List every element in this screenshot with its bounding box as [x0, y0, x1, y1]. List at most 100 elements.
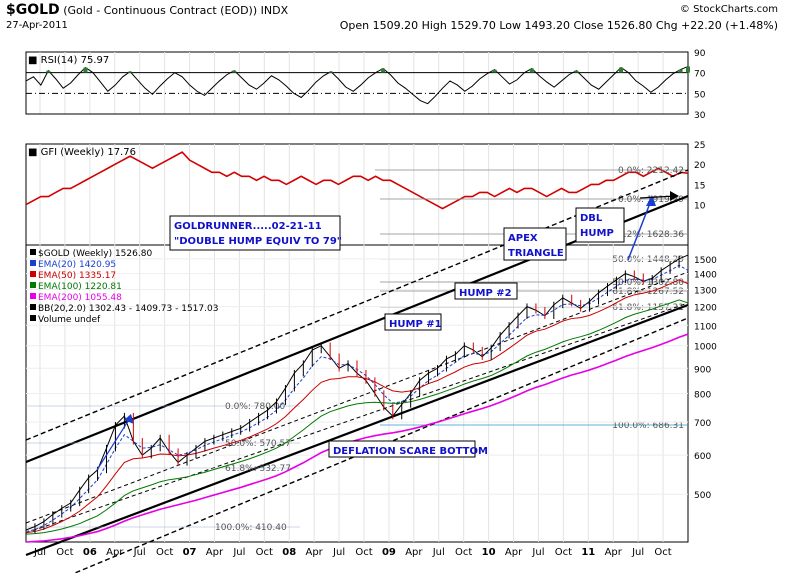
annotation-goldrunner-text: "DOUBLE HUMP EQUIV TO 79" — [174, 236, 342, 247]
x-tick-label: Apr — [605, 547, 623, 558]
legend-swatch — [30, 293, 36, 299]
rsi-overbought-fill — [83, 67, 88, 73]
x-tick-label: Oct — [56, 547, 73, 558]
arrow-dbl-hump — [627, 197, 653, 261]
instrument-name: (Gold - Continuous Contract (EOD)) — [63, 4, 258, 17]
rsi-y-tick-label: 30 — [694, 111, 706, 121]
x-tick-label: Jul — [133, 547, 146, 558]
legend-swatch — [30, 260, 36, 266]
legend-entry: $GOLD (Weekly) 1526.80 — [38, 249, 152, 259]
x-tick-label: Jul — [332, 547, 345, 558]
x-tick-label: Jul — [232, 547, 245, 558]
price-y-tick-label: 1400 — [694, 271, 717, 281]
price-y-tick-label: 1100 — [694, 322, 717, 332]
price-y-tick-label: 500 — [694, 491, 711, 501]
gfi-y-tick-label: 20 — [694, 161, 706, 171]
gfi-y-tick-label: 10 — [694, 202, 706, 212]
x-tick-label: Jul — [432, 547, 445, 558]
left-fib-label: 61.8%: 532.77 — [225, 464, 291, 474]
legend-swatch — [30, 271, 36, 277]
x-tick-label: Apr — [206, 547, 224, 558]
x-tick-label: 10 — [482, 547, 496, 558]
gfi-line — [25, 151, 689, 210]
rsi-overbought-fill — [574, 70, 579, 73]
fib-level-label: 100.0%: 686.31 — [612, 421, 684, 431]
rsi-overbought-fill — [678, 69, 683, 73]
price-y-tick-label: 800 — [694, 391, 711, 401]
rsi-overbought-fill — [128, 71, 133, 73]
left-fib-label: 50.0%: 570.57 — [225, 439, 291, 449]
legend-swatch — [30, 249, 36, 255]
legend-entry: EMA(50) 1335.17 — [38, 271, 116, 281]
x-tick-label: Oct — [555, 547, 572, 558]
rsi-overbought-fill — [492, 69, 497, 73]
ohlc-readout: Open 1509.20 High 1529.70 Low 1493.20 Cl… — [339, 19, 778, 32]
left-fib-label: 0.0%: 780.00 — [225, 402, 286, 412]
fib-level-label: 61.8%: 1157.31 — [612, 303, 684, 313]
price-series-3 — [25, 299, 689, 535]
fib-level-label: 50.0%: 1302.80 — [612, 278, 684, 288]
exchange-label: INDX — [260, 4, 289, 17]
rsi-overbought-fill — [529, 68, 534, 73]
annotation-goldrunner-box — [169, 215, 341, 251]
rsi-overbought-fill — [381, 68, 386, 73]
rsi-y-tick-label: 70 — [694, 70, 706, 80]
x-tick-label: Jul — [33, 547, 46, 558]
legend-swatch — [30, 315, 36, 321]
annotation-hump1-box — [384, 313, 442, 331]
x-tick-label: 07 — [183, 547, 197, 558]
legend-entry: EMA(200) 1055.48 — [38, 293, 122, 303]
price-y-tick-label: 600 — [694, 452, 711, 462]
arrow-head-dbl-hump — [646, 195, 656, 206]
annotation-deflation-text: DEFLATION SCARE BOTTOM — [333, 446, 488, 457]
channel-mid-dashed — [25, 271, 689, 524]
rsi-y-tick-label: 90 — [694, 49, 706, 59]
rsi-overbought-fill — [232, 70, 237, 73]
price-y-tick-label: 1500 — [694, 256, 717, 266]
rsi-overbought-fill — [619, 67, 624, 73]
price-y-tick-label: 1300 — [694, 286, 717, 296]
channel-lower-solid — [25, 303, 689, 557]
price-y-tick-label: 900 — [694, 365, 711, 375]
arrow-head-channel — [670, 191, 679, 201]
gfi-y-tick-label: 25 — [694, 141, 705, 151]
x-tick-label: Oct — [455, 547, 472, 558]
rsi-overbought-fill — [46, 70, 51, 73]
x-tick-label: 09 — [382, 547, 396, 558]
annotation-dbl-hump-box — [575, 207, 625, 243]
arrow-hump1-left — [96, 417, 131, 471]
annotation-hump2-box — [454, 282, 518, 300]
x-tick-label: Apr — [505, 547, 523, 558]
legend-swatch — [30, 304, 36, 310]
rsi-overbought-fill — [686, 66, 690, 73]
rsi-panel-frame — [25, 51, 689, 115]
annotation-apex-triangle-text: TRIANGLE — [508, 248, 564, 259]
fib-level-label: 38.2%: 1628.36 — [612, 230, 684, 240]
annotation-dbl-hump-text: DBL — [580, 213, 603, 224]
price-y-tick-label: 1200 — [694, 304, 717, 314]
legend-entry: BB(20,2.0) 1302.43 - 1409.73 - 1517.03 — [38, 304, 218, 314]
x-tick-label: Apr — [106, 547, 124, 558]
chart-title: $GOLD (Gold - Continuous Contract (EOD))… — [6, 2, 288, 18]
annotation-deflation-box — [328, 440, 476, 458]
gfi-title: ■ GFI (Weekly) 17.76 — [28, 147, 136, 158]
fib-level-label: 50.0%: 1448.29 — [612, 255, 684, 265]
price-series-2 — [25, 279, 689, 534]
annotation-apex-triangle-text: APEX — [508, 233, 538, 244]
x-tick-label: 06 — [83, 547, 97, 558]
channel-mid2-dashed — [25, 302, 689, 534]
x-tick-label: 08 — [282, 547, 296, 558]
legend-entry: Volume undef — [38, 315, 101, 325]
legend-entry: EMA(100) 1220.81 — [38, 282, 122, 292]
annotation-dbl-hump-text: HUMP — [580, 228, 614, 239]
annotation-goldrunner-text: GOLDRUNNER.....02-21-11 — [174, 221, 322, 232]
rsi-title: ■ RSI(14) 75.97 — [28, 55, 109, 66]
legend-swatch — [30, 282, 36, 288]
x-tick-label: Apr — [405, 547, 423, 558]
x-tick-label: Oct — [654, 547, 671, 558]
x-tick-label: Jul — [631, 547, 644, 558]
fib-level-label: 0.0%: 2212.42 — [618, 166, 684, 176]
annotation-hump1-text: HUMP #1 — [389, 319, 442, 330]
symbol-label: $GOLD — [6, 2, 60, 18]
